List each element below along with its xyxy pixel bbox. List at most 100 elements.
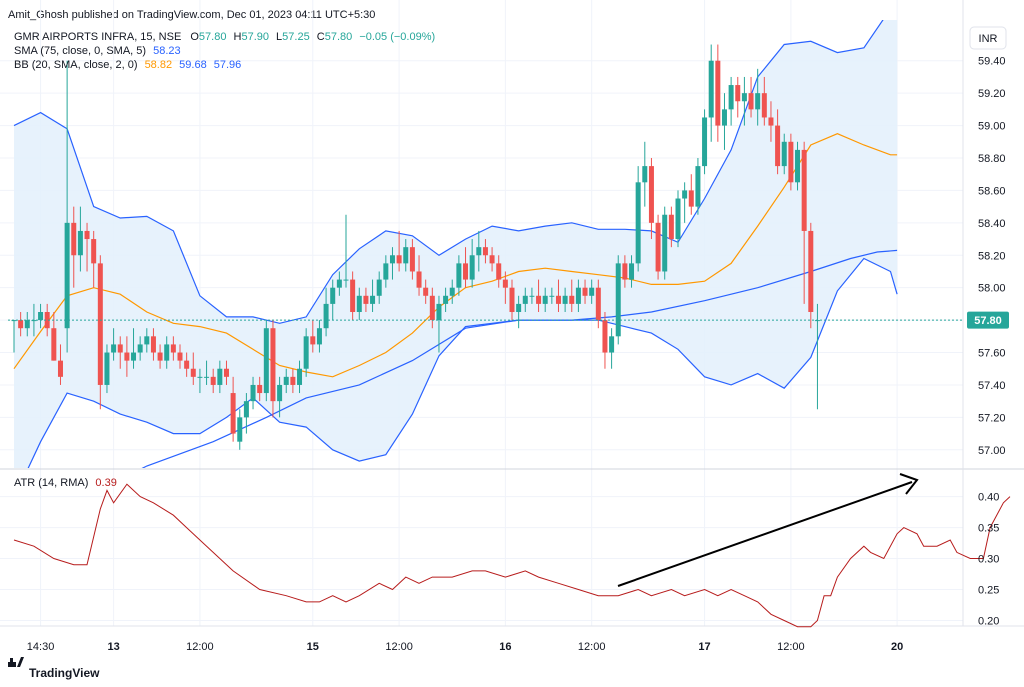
candle-body bbox=[243, 401, 249, 418]
candle-body bbox=[330, 287, 336, 304]
candle-body bbox=[389, 255, 395, 264]
legend-bb-label: BB (20, SMA, close, 2, 0) bbox=[14, 59, 138, 71]
candle-body bbox=[655, 222, 661, 272]
candle-body bbox=[502, 279, 508, 288]
candle-body bbox=[482, 247, 488, 256]
candles bbox=[11, 44, 820, 450]
candle-body bbox=[708, 60, 714, 118]
price-tick-label: 59.40 bbox=[978, 56, 1006, 68]
candle-body bbox=[542, 295, 548, 304]
candle-body bbox=[157, 352, 163, 361]
candle-body bbox=[350, 279, 356, 312]
candle-body bbox=[688, 190, 694, 207]
candle-body bbox=[403, 247, 409, 264]
legend-o-label: O bbox=[190, 31, 199, 43]
candle-body bbox=[602, 320, 608, 353]
candle-body bbox=[217, 368, 223, 385]
candle-body bbox=[476, 247, 482, 256]
legend-bb: BB (20, SMA, close, 2, 0) 58.82 59.68 57… bbox=[14, 59, 241, 71]
candle-body bbox=[536, 295, 542, 304]
currency-button-box[interactable] bbox=[969, 26, 1007, 50]
legend-symbol: GMR AIRPORTS INFRA, 15, NSE bbox=[14, 31, 181, 43]
legend-atr-label: ATR (14, RMA) bbox=[14, 477, 88, 489]
legend-close: 57.80 bbox=[325, 31, 353, 43]
candle-body bbox=[370, 295, 376, 304]
time-tick-label: 12:00 bbox=[186, 641, 214, 653]
legend-bb-upper: 59.68 bbox=[179, 59, 207, 71]
candle-body bbox=[702, 117, 708, 167]
atr-line bbox=[13, 483, 1011, 628]
price-axis-labels: 59.40 59.20 59.00 58.80 58.60 58.40 58.20 58.00… bbox=[978, 56, 1006, 457]
candle-body bbox=[124, 352, 130, 361]
candle-body bbox=[615, 263, 621, 337]
candle-body bbox=[648, 166, 654, 223]
last-price-badge: 57.80 bbox=[974, 315, 1002, 327]
atr-tick-label: 0.40 bbox=[978, 492, 999, 504]
candle-body bbox=[250, 384, 256, 402]
time-tick-label: 12:00 bbox=[385, 641, 413, 653]
candle-body bbox=[509, 287, 515, 312]
candle-body bbox=[303, 336, 309, 369]
legend-low: 57.25 bbox=[282, 31, 310, 43]
tradingview-logo-icon bbox=[8, 657, 24, 667]
price-tick-label: 57.60 bbox=[978, 348, 1006, 360]
candle-body bbox=[755, 93, 761, 110]
trend-arrow bbox=[617, 481, 913, 587]
candle-body bbox=[595, 287, 601, 321]
legend-change: −0.05 (−0.09%) bbox=[359, 31, 435, 43]
candle-body bbox=[144, 336, 150, 345]
candle-body bbox=[489, 255, 495, 264]
candle-body bbox=[117, 344, 123, 353]
candle-body bbox=[695, 166, 701, 207]
bollinger-lower-line bbox=[27, 257, 898, 468]
time-tick-label: 13 bbox=[107, 641, 119, 653]
time-tick-label: 14:30 bbox=[27, 641, 55, 653]
legend-c-label: C bbox=[317, 31, 325, 43]
candle-body bbox=[715, 60, 721, 126]
candle-body bbox=[562, 295, 568, 304]
candle-body bbox=[64, 222, 70, 329]
bollinger-band-fill bbox=[14, 20, 898, 468]
candle-body bbox=[682, 190, 688, 199]
atr-tick-label: 0.25 bbox=[978, 585, 999, 597]
candle-body bbox=[343, 279, 349, 281]
candle-body bbox=[555, 295, 561, 304]
time-tick-label: 12:00 bbox=[578, 641, 606, 653]
candle-body bbox=[808, 230, 814, 312]
candle-body bbox=[111, 344, 117, 353]
candle-body bbox=[310, 336, 316, 345]
price-tick-label: 57.00 bbox=[978, 445, 1006, 457]
bollinger-basis-line bbox=[13, 133, 898, 378]
legend-atr: ATR (14, RMA) 0.39 bbox=[14, 477, 117, 489]
candle-body bbox=[131, 352, 137, 361]
candle-body bbox=[589, 287, 595, 296]
candle-body bbox=[549, 295, 555, 297]
legend-h-label: H bbox=[234, 31, 242, 43]
candle-body bbox=[443, 295, 449, 304]
candle-body bbox=[190, 368, 196, 377]
price-tick-label: 58.40 bbox=[978, 218, 1006, 230]
candle-body bbox=[270, 328, 276, 402]
candle-body bbox=[177, 352, 183, 361]
candle-body bbox=[396, 255, 402, 264]
time-tick-label: 12:00 bbox=[777, 641, 805, 653]
candle-body bbox=[230, 393, 236, 434]
candle-body bbox=[529, 295, 535, 297]
candle-body bbox=[184, 360, 190, 369]
candle-body bbox=[449, 287, 455, 296]
candle-body bbox=[97, 263, 103, 385]
legend-sma: SMA (75, close, 0, SMA, 5) 58.23 bbox=[14, 45, 181, 57]
candle-body bbox=[363, 295, 369, 304]
candle-body bbox=[210, 376, 216, 385]
candle-body bbox=[662, 214, 668, 272]
legend-bb-lower: 57.96 bbox=[214, 59, 242, 71]
currency-button[interactable]: INR bbox=[979, 33, 998, 45]
candle-body bbox=[283, 376, 289, 385]
candle-body bbox=[316, 328, 322, 345]
atr-grid bbox=[0, 496, 963, 622]
last-price-badge-box bbox=[967, 311, 1009, 329]
candle-body bbox=[376, 279, 382, 296]
legend-open: 57.80 bbox=[199, 31, 227, 43]
atr-tick-label: 0.30 bbox=[978, 554, 999, 566]
candle-body bbox=[137, 344, 143, 353]
